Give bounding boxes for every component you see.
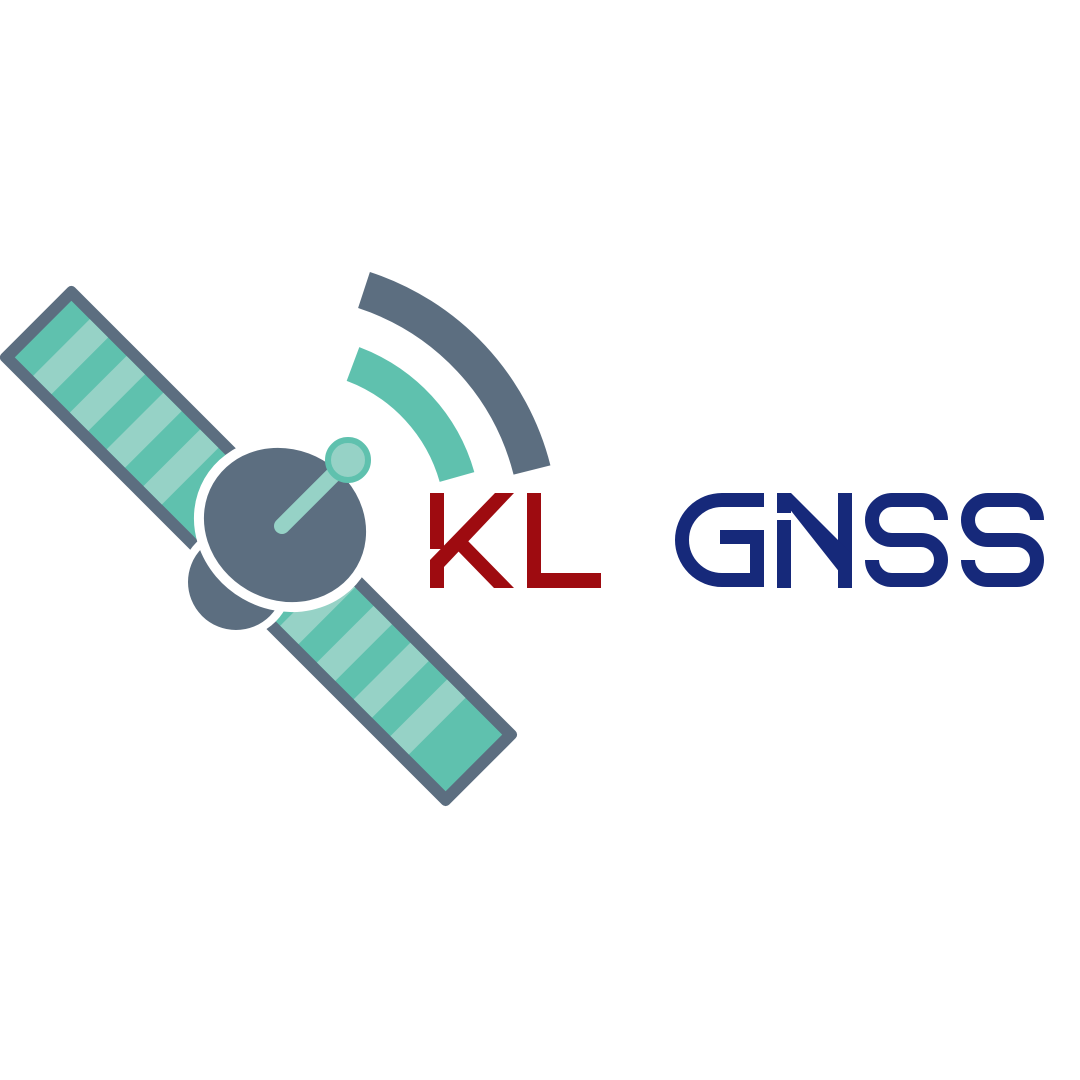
brand-suffix-gnss [675, 493, 1044, 588]
brand-prefix-kl [430, 493, 601, 588]
satellite-icon [0, 271, 551, 807]
antenna-receiver [325, 437, 371, 483]
signal-wave-inner [346, 347, 475, 483]
signal-wave-outer [357, 271, 551, 475]
